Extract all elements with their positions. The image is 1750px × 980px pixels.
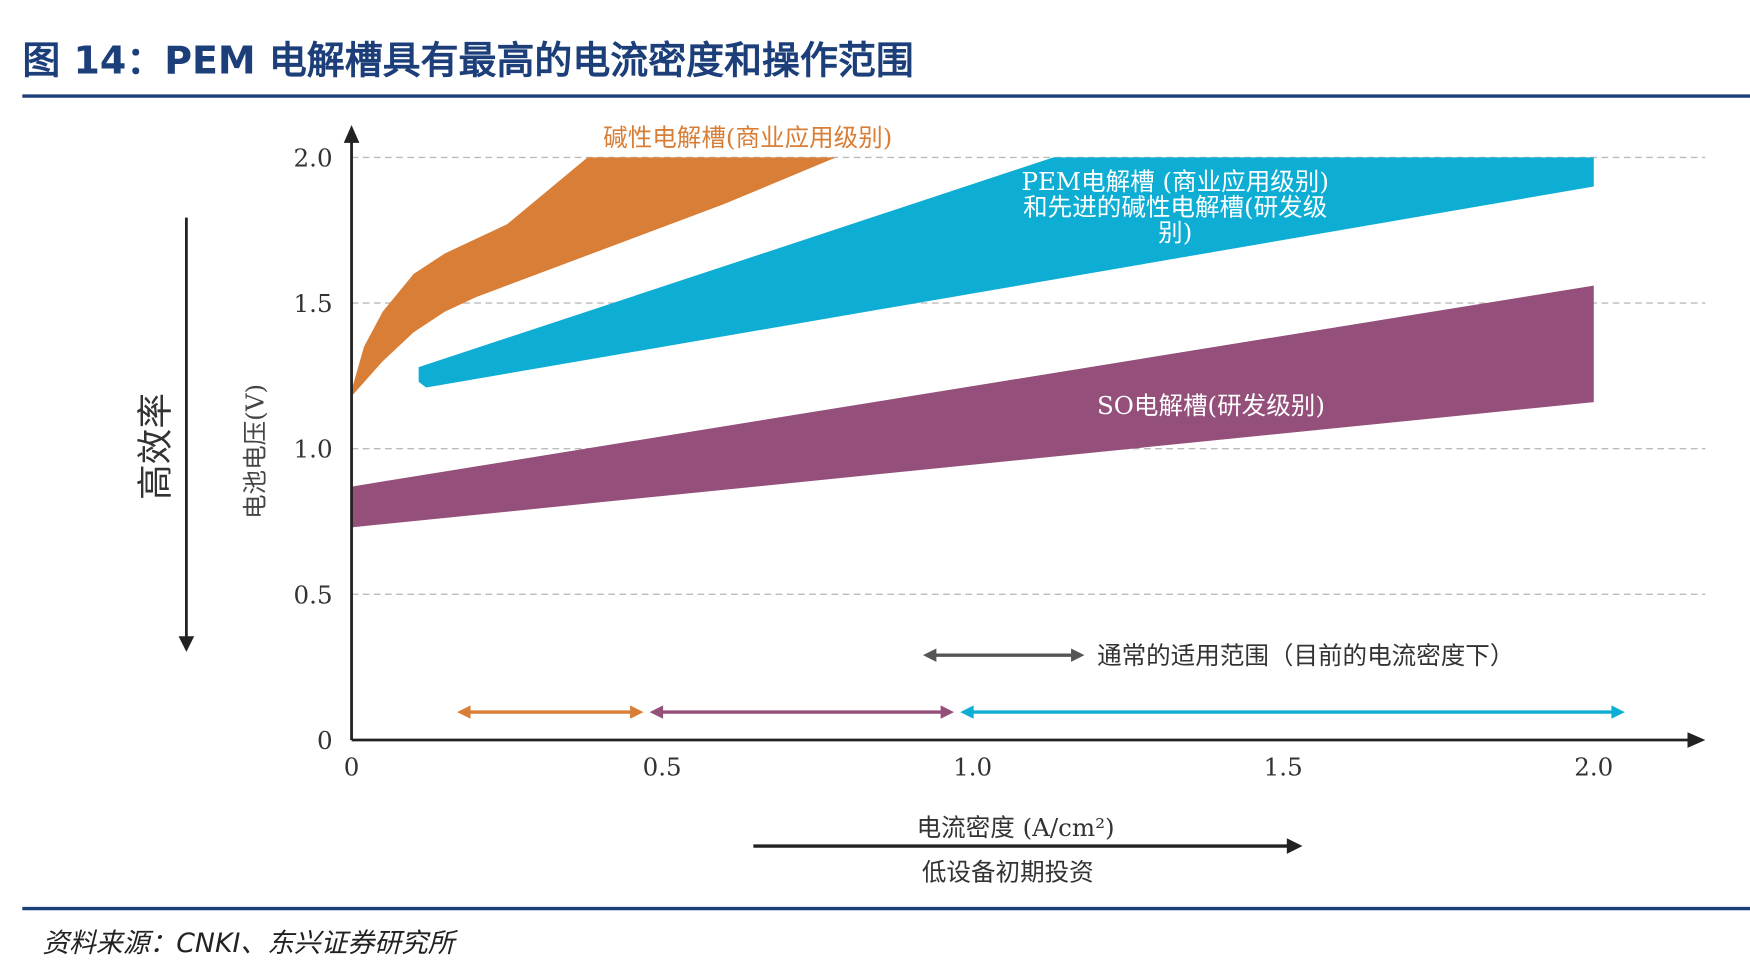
band-0 xyxy=(351,157,837,397)
band-2 xyxy=(351,285,1594,528)
x-tick-label: 0.5 xyxy=(643,753,682,782)
series-label-pem-1: PEM电解槽 (商业应用级别) xyxy=(1021,167,1328,196)
range-arrow-0-head-right xyxy=(630,705,644,719)
bands xyxy=(351,157,1594,528)
series-label-pem-3: 别) xyxy=(1158,218,1192,247)
x-tick-label: 1.0 xyxy=(953,753,992,782)
y-tick-label: 0 xyxy=(317,726,333,755)
range-arrow-0-head-left xyxy=(457,705,471,719)
y-axis-label: 电池电压(V) xyxy=(240,384,269,519)
left-annotation: 高效率 xyxy=(135,393,176,500)
y-tick-label: 2.0 xyxy=(294,143,333,172)
y-tick-label: 1.0 xyxy=(294,435,333,464)
figure-title: 图 14：PEM 电解槽具有最高的电流密度和操作范围 xyxy=(22,39,914,83)
y-tick-label: 0.5 xyxy=(294,580,333,609)
legend-note: 通常的适用范围（目前的电流密度下） xyxy=(1097,641,1514,670)
bottom-annotation: 低设备初期投资 xyxy=(922,858,1094,887)
efficiency-arrowhead xyxy=(178,636,195,652)
x-axis-arrowhead xyxy=(1687,732,1706,748)
source-note: 资料来源：CNKI、东兴证券研究所 xyxy=(42,928,458,959)
tick-labels: 0 0.5 1.0 1.5 2.0 0 0.5 1.0 1.5 2.0 xyxy=(294,143,1614,781)
axes xyxy=(343,125,1706,748)
range-arrow-1-head-right xyxy=(940,705,955,719)
series-label-so: SO电解槽(研发级别) xyxy=(1097,391,1325,420)
series-label-pem-2: 和先进的碱性电解槽(研发级 xyxy=(1023,192,1327,221)
series-label-alkaline: 碱性电解槽(商业应用级别) xyxy=(603,123,892,152)
legend-note-arrow-head-left xyxy=(922,648,937,662)
x-tick-label: 0 xyxy=(344,753,360,782)
range-arrow-1-head-left xyxy=(649,705,664,719)
x-tick-label: 2.0 xyxy=(1574,753,1613,782)
x-tick-label: 1.5 xyxy=(1264,753,1303,782)
x-axis-label: 电流密度 (A/cm²) xyxy=(917,813,1115,842)
range-arrows xyxy=(457,648,1625,719)
range-arrow-2-head-right xyxy=(1611,705,1625,719)
y-tick-label: 1.5 xyxy=(294,289,333,318)
investment-arrowhead xyxy=(1286,838,1303,854)
range-arrow-2-head-left xyxy=(960,705,974,719)
band-1 xyxy=(418,157,1594,388)
legend-note-arrow-head-right xyxy=(1071,648,1085,662)
y-axis-arrowhead xyxy=(343,125,360,143)
